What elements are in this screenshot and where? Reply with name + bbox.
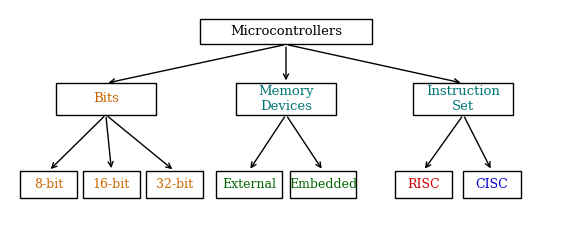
Text: 8-bit: 8-bit bbox=[34, 178, 63, 191]
Text: Bits: Bits bbox=[93, 92, 119, 106]
Text: CISC: CISC bbox=[475, 178, 509, 191]
FancyBboxPatch shape bbox=[146, 171, 203, 198]
FancyBboxPatch shape bbox=[290, 171, 356, 198]
Text: Instruction
Set: Instruction Set bbox=[426, 85, 500, 113]
FancyBboxPatch shape bbox=[20, 171, 77, 198]
Text: Memory
Devices: Memory Devices bbox=[258, 85, 314, 113]
FancyBboxPatch shape bbox=[463, 171, 521, 198]
Text: External: External bbox=[222, 178, 276, 191]
Text: Embedded: Embedded bbox=[289, 178, 358, 191]
Text: 32-bit: 32-bit bbox=[156, 178, 193, 191]
Text: Microcontrollers: Microcontrollers bbox=[230, 25, 342, 38]
FancyBboxPatch shape bbox=[56, 83, 156, 115]
FancyBboxPatch shape bbox=[216, 171, 281, 198]
Text: 16-bit: 16-bit bbox=[93, 178, 130, 191]
FancyBboxPatch shape bbox=[200, 19, 372, 45]
FancyBboxPatch shape bbox=[395, 171, 452, 198]
FancyBboxPatch shape bbox=[83, 171, 140, 198]
Text: RISC: RISC bbox=[407, 178, 440, 191]
FancyBboxPatch shape bbox=[236, 83, 336, 115]
FancyBboxPatch shape bbox=[413, 83, 514, 115]
